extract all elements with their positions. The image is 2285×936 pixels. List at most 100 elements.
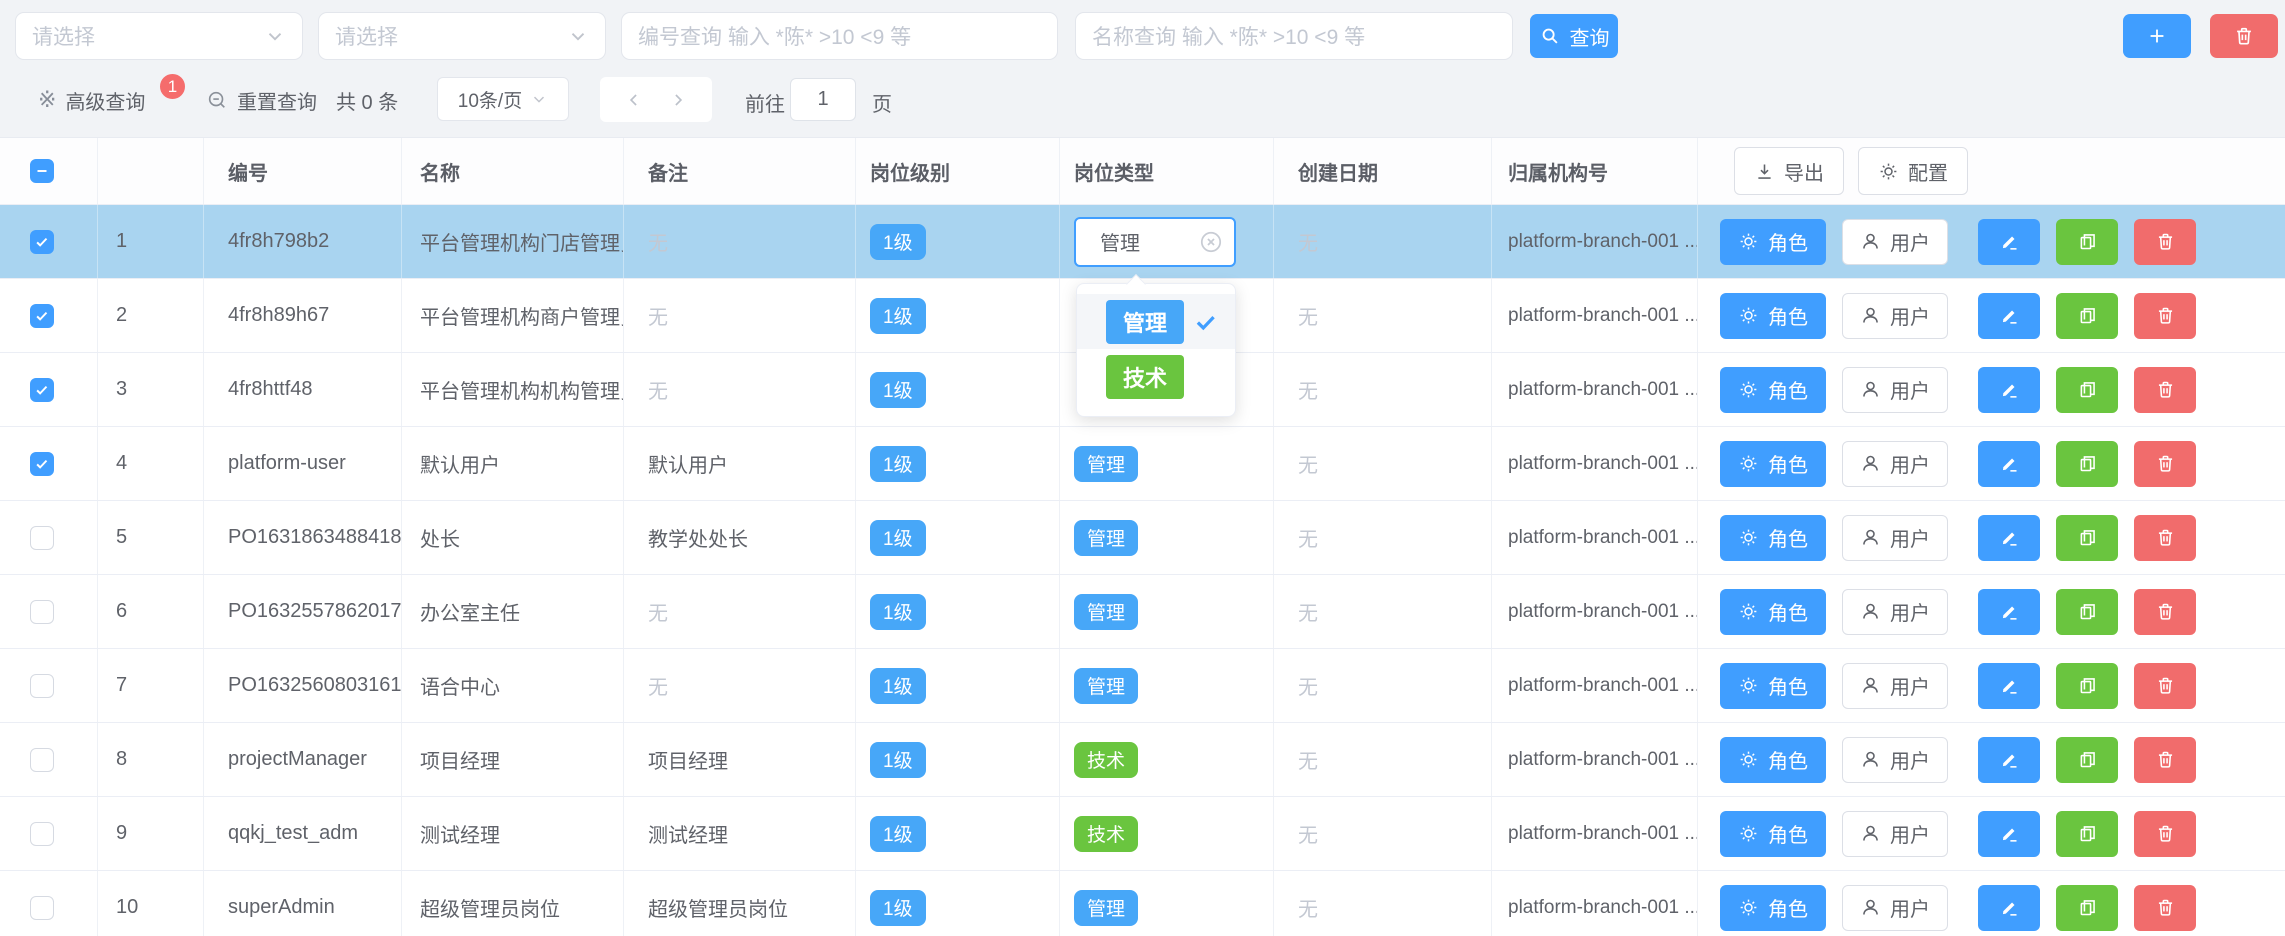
user-button[interactable]: 用户: [1842, 662, 1948, 709]
edit-button[interactable]: [1978, 810, 2040, 857]
row-checkbox[interactable]: [30, 821, 54, 846]
copy-button[interactable]: [2056, 662, 2118, 709]
code-query-input[interactable]: 编号查询 输入 *陈* >10 <9 等: [621, 12, 1058, 60]
copy-button[interactable]: [2056, 736, 2118, 783]
copy-button[interactable]: [2056, 440, 2118, 487]
row-checkbox[interactable]: [30, 451, 54, 476]
cell-name: 项目经理: [420, 751, 500, 773]
copy-button[interactable]: [2056, 810, 2118, 857]
name-query-input[interactable]: 名称查询 输入 *陈* >10 <9 等: [1075, 12, 1513, 60]
role-button[interactable]: 角色: [1720, 810, 1826, 857]
delete-row-button[interactable]: [2134, 292, 2196, 339]
delete-row-button[interactable]: [2134, 884, 2196, 931]
user-button[interactable]: 用户: [1842, 884, 1948, 931]
advanced-query-label: 高级查询: [65, 91, 146, 114]
user-button[interactable]: 用户: [1842, 810, 1948, 857]
delete-row-button[interactable]: [2134, 588, 2196, 635]
reset-query-button[interactable]: 重置查询: [206, 84, 317, 116]
trash-icon: [2158, 825, 2172, 842]
cell-created: 无: [1298, 825, 1318, 847]
dropdown-option-tech[interactable]: 技术: [1077, 349, 1235, 404]
gear-icon: [1740, 529, 1757, 546]
copy-button[interactable]: [2056, 366, 2118, 413]
role-button[interactable]: 角色: [1720, 440, 1826, 487]
cell-name: 平台管理机构门店管理员: [420, 233, 624, 255]
page-size-select[interactable]: 10条/页: [437, 77, 569, 121]
delete-row-button[interactable]: [2134, 810, 2196, 857]
user-button[interactable]: 用户: [1842, 514, 1948, 561]
role-button[interactable]: 角色: [1720, 366, 1826, 413]
delete-row-button[interactable]: [2134, 514, 2196, 561]
copy-button[interactable]: [2056, 884, 2118, 931]
role-button[interactable]: 角色: [1720, 736, 1826, 783]
row-checkbox[interactable]: [30, 895, 54, 920]
delete-row-button[interactable]: [2134, 440, 2196, 487]
role-button[interactable]: 角色: [1720, 662, 1826, 709]
batch-delete-button[interactable]: [2210, 14, 2278, 58]
advanced-query-button[interactable]: ※ 高级查询: [38, 84, 145, 116]
delete-row-button[interactable]: [2134, 218, 2196, 265]
search-button[interactable]: 查询: [1530, 14, 1618, 58]
edit-button[interactable]: [1978, 366, 2040, 413]
goto-page-input[interactable]: 1: [790, 78, 856, 121]
next-page-icon[interactable]: [668, 90, 688, 110]
delete-row-button[interactable]: [2134, 736, 2196, 783]
copy-icon: [2080, 604, 2095, 620]
trash-icon: [2237, 27, 2251, 45]
edit-button[interactable]: [1978, 736, 2040, 783]
role-button[interactable]: 角色: [1720, 884, 1826, 931]
cell-remark: 无: [648, 307, 668, 329]
edit-button[interactable]: [1978, 588, 2040, 635]
row-checkbox[interactable]: [30, 229, 54, 254]
cell-remark: 教学处处长: [648, 529, 748, 551]
copy-button[interactable]: [2056, 588, 2118, 635]
user-button[interactable]: 用户: [1842, 588, 1948, 635]
user-button[interactable]: 用户: [1842, 366, 1948, 413]
user-button[interactable]: 用户: [1842, 440, 1948, 487]
edit-button[interactable]: [1978, 292, 2040, 339]
role-button[interactable]: 角色: [1720, 514, 1826, 561]
filter-select-1[interactable]: 请选择: [15, 12, 303, 60]
clear-icon[interactable]: [1198, 229, 1224, 255]
prev-page-icon[interactable]: [624, 90, 644, 110]
dropdown-option-manage[interactable]: 管理: [1077, 294, 1235, 349]
row-checkbox[interactable]: [30, 599, 54, 624]
user-label: 用户: [1890, 233, 1930, 255]
edit-button[interactable]: [1978, 440, 2040, 487]
role-button[interactable]: 角色: [1720, 218, 1826, 265]
cell-remark: 默认用户: [648, 455, 728, 477]
user-button[interactable]: 用户: [1842, 736, 1948, 783]
user-button[interactable]: 用户: [1842, 292, 1948, 339]
gear-icon: [1740, 455, 1757, 472]
select-all-checkbox[interactable]: [30, 159, 54, 183]
row-checkbox[interactable]: [30, 673, 54, 698]
config-button[interactable]: 配置: [1858, 147, 1968, 195]
copy-button[interactable]: [2056, 218, 2118, 265]
export-button[interactable]: 导出: [1734, 147, 1844, 195]
add-button[interactable]: [2123, 14, 2191, 58]
user-label: 用户: [1890, 825, 1930, 847]
filter-select-2[interactable]: 请选择: [318, 12, 606, 60]
type-tag: 管理: [1074, 593, 1139, 630]
delete-row-button[interactable]: [2134, 662, 2196, 709]
edit-button[interactable]: [1978, 662, 2040, 709]
select-placeholder: 请选择: [32, 26, 95, 49]
cell-code: PO16318634884181...: [228, 526, 402, 548]
row-checkbox[interactable]: [30, 747, 54, 772]
edit-button[interactable]: [1978, 218, 2040, 265]
role-button[interactable]: 角色: [1720, 588, 1826, 635]
cell-org: platform-branch-001 ...: [1508, 822, 1698, 844]
copy-button[interactable]: [2056, 292, 2118, 339]
copy-button[interactable]: [2056, 514, 2118, 561]
edit-button[interactable]: [1978, 884, 2040, 931]
edit-button[interactable]: [1978, 514, 2040, 561]
delete-row-button[interactable]: [2134, 366, 2196, 413]
user-button[interactable]: 用户: [1842, 218, 1948, 265]
role-button[interactable]: 角色: [1720, 292, 1826, 339]
row-checkbox[interactable]: [30, 525, 54, 550]
person-icon: [1863, 381, 1878, 397]
row-checkbox[interactable]: [30, 377, 54, 402]
row-checkbox[interactable]: [30, 303, 54, 328]
gear-icon: [1880, 163, 1897, 179]
type-select[interactable]: 管理: [1074, 216, 1236, 267]
